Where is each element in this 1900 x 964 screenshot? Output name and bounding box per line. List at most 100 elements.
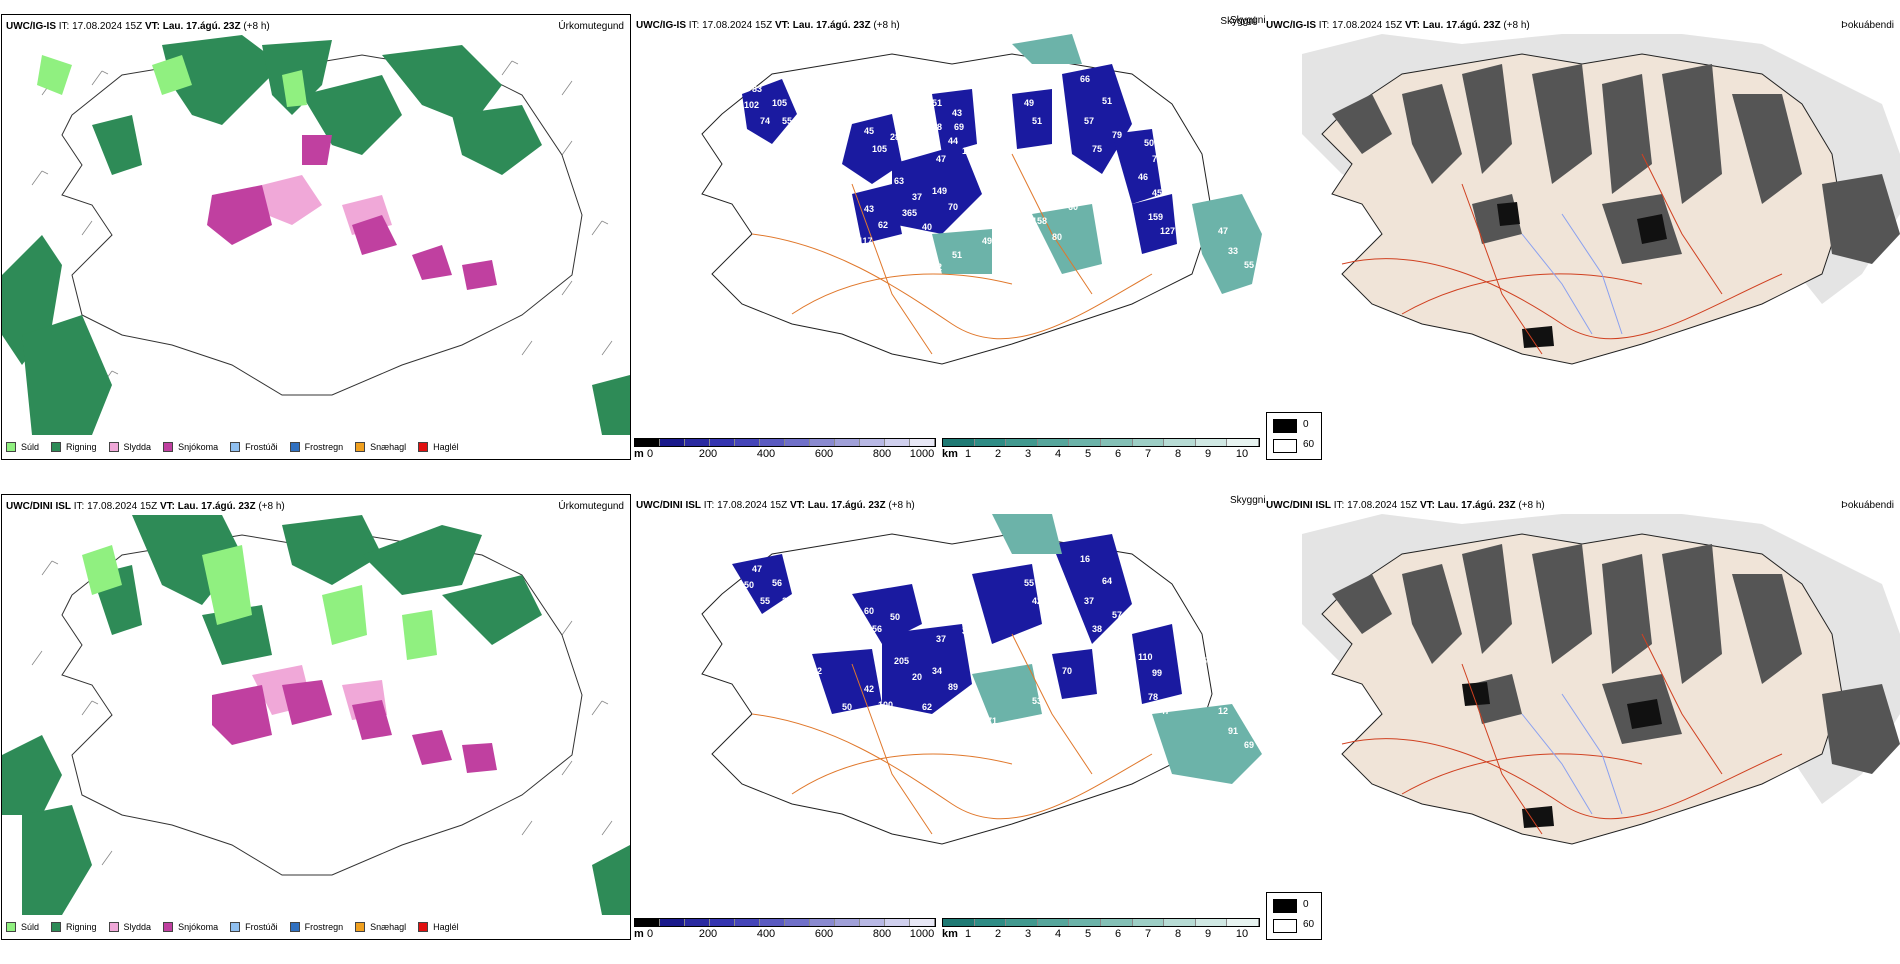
legend-swatch xyxy=(418,442,429,452)
cloud-base-label: 47 xyxy=(936,154,946,164)
panel-title: Skyggni xyxy=(1220,16,1256,27)
panel-header: UWC/DINI ISL IT: 17.08.2024 15Z VT: Lau.… xyxy=(636,499,1256,513)
legend-swatch xyxy=(163,442,174,452)
colorbar-cell xyxy=(785,919,810,926)
cloud-base-label: 208 xyxy=(782,596,797,606)
legend-item: Snjókoma xyxy=(163,922,218,932)
cloud-base-label: 62 xyxy=(878,220,888,230)
legend-swatch xyxy=(6,442,16,452)
cloud-base-label: 47 xyxy=(1160,706,1170,716)
fog-roads xyxy=(1341,633,1783,835)
it-value: 17.08.2024 15Z xyxy=(87,501,158,512)
vis-tick: 6 xyxy=(1114,448,1122,460)
cloud-base-label: 124 xyxy=(932,602,947,612)
cloud-base-label: 76 xyxy=(954,602,964,612)
vt-label: VT: xyxy=(1404,20,1420,31)
colorbar-cell xyxy=(835,439,860,446)
cloud-base-label: 42 xyxy=(932,262,942,272)
fog-legend-swatch xyxy=(1273,439,1297,453)
legend-item: Snjókoma xyxy=(163,442,218,452)
fog-rivers xyxy=(1521,693,1623,815)
cloud-base-label: 33 xyxy=(858,716,868,726)
it-value: 17.08.2024 15Z xyxy=(702,20,773,31)
cloud-base-label: 55 xyxy=(1244,260,1254,270)
colorbar-cell xyxy=(685,439,710,446)
vt-value: Lau. 17.ágú. 23Z xyxy=(177,501,256,512)
lead-time: (+8 h) xyxy=(258,501,285,512)
precipitation-frame: UWC/IG-IS IT: 17.08.2024 15Z VT: Lau. 17… xyxy=(1,14,631,460)
rain-areas xyxy=(2,35,630,435)
legend-label: Snjókoma xyxy=(178,922,219,932)
cloud-base-label: 43 xyxy=(952,108,962,118)
visibility-colorbar: km 1 2 3 4 5 6 7 8 9 10 xyxy=(942,438,1260,464)
cloud-base-label: 72 xyxy=(1062,186,1072,196)
colorbar-cell xyxy=(735,919,760,926)
cloud-base-label: 105 xyxy=(872,144,887,154)
vis-tick: 7 xyxy=(1144,448,1152,460)
legend-label: Snjókoma xyxy=(178,442,219,452)
cloud-base-label: 149 xyxy=(932,186,947,196)
legend-item: Frostúði xyxy=(230,442,278,452)
low-cloud-areas xyxy=(742,64,1177,254)
cloud-base-label: 63 xyxy=(894,176,904,186)
legend-label: Slydda xyxy=(123,922,152,932)
colorbar-cell xyxy=(1100,919,1133,926)
cloud-base-label: 89 xyxy=(948,682,958,692)
colorbar-cell xyxy=(1132,439,1165,446)
colorbar-cell xyxy=(810,919,835,926)
cloud-base-label: 171 xyxy=(982,716,997,726)
cloud-base-label: 33 xyxy=(1228,246,1238,256)
fog-legend-label: 60 xyxy=(1303,919,1315,930)
cloud-base-label: 55 xyxy=(760,596,770,606)
height-colorbar: m 0 200 400 600 800 1000 xyxy=(634,918,936,944)
vt-label: VT: xyxy=(789,500,805,511)
cloud-base-label: 57 xyxy=(1084,116,1094,126)
colorbar-cell xyxy=(760,919,785,926)
cloud-base-label: 97 xyxy=(952,588,962,598)
legend-label: Frostregn xyxy=(304,442,344,452)
cloud-base-label: 98 xyxy=(932,742,942,752)
vis-tick: 3 xyxy=(1024,928,1032,940)
precipitation-type-panel: UWC/DINI ISL IT: 17.08.2024 15Z VT: Lau.… xyxy=(0,494,632,964)
height-tick: 1000 xyxy=(909,448,935,460)
cloud-base-label: 44 xyxy=(948,136,958,146)
cloud-base-label: 102 xyxy=(744,100,759,110)
cloud-base-label: 60 xyxy=(864,606,874,616)
cloud-base-label: 53 xyxy=(1032,696,1042,706)
fog-index-map xyxy=(1262,514,1900,914)
colorbar-cell xyxy=(1037,439,1070,446)
cloud-base-label: 56 xyxy=(772,578,782,588)
height-tick: 600 xyxy=(814,448,834,460)
cloud-base-label: 80 xyxy=(1052,232,1062,242)
cloud-base-label: 74 xyxy=(760,116,770,126)
cloud-base-label: 78 xyxy=(932,122,942,132)
cloud-base-label: 43 xyxy=(864,204,874,214)
vis-tick: 2 xyxy=(994,448,1002,460)
cloud-labels: 83 45 44 57 63 62 55 61 89 55 69 51 45 43 33 51 49 11 78 66… xyxy=(736,74,1254,316)
cloud-base-label: 124 xyxy=(952,730,967,740)
it-value: 17.08.2024 15Z xyxy=(717,500,788,511)
cloud-base-label: 110 xyxy=(1138,652,1153,662)
legend-swatch xyxy=(6,922,16,932)
cloud-base-label: 42 xyxy=(864,684,874,694)
snow-areas xyxy=(207,135,497,290)
it-value: 17.08.2024 15Z xyxy=(1332,20,1403,31)
colorbar-cell xyxy=(885,919,910,926)
fog-index-map xyxy=(1262,34,1900,434)
colorbar-cell xyxy=(910,439,935,446)
fog-dark-areas xyxy=(1332,544,1900,774)
roads xyxy=(751,153,1153,355)
height-tick: 800 xyxy=(872,928,892,940)
legend-label: Slydda xyxy=(123,442,152,452)
colorbar-cell xyxy=(635,919,660,926)
fog-black-cores xyxy=(1462,682,1662,828)
panel-title: Þokuábendi xyxy=(1841,20,1894,31)
cloud-base-map: 55 46 55 51 89 70 53 64 56 50 37 38 34 47 33 43 50 56 34 57… xyxy=(701,514,1262,845)
visibility-colorbar-bar xyxy=(942,438,1260,447)
panel-header: UWC/DINI ISL IT: 17.08.2024 15Z VT: Lau.… xyxy=(6,500,624,514)
vis-areas xyxy=(932,34,1262,294)
colorbar-cell xyxy=(710,439,735,446)
vis-tick: 4 xyxy=(1054,928,1062,940)
cloud-base-label: 46 xyxy=(782,746,792,756)
drizzle-areas xyxy=(82,545,437,660)
